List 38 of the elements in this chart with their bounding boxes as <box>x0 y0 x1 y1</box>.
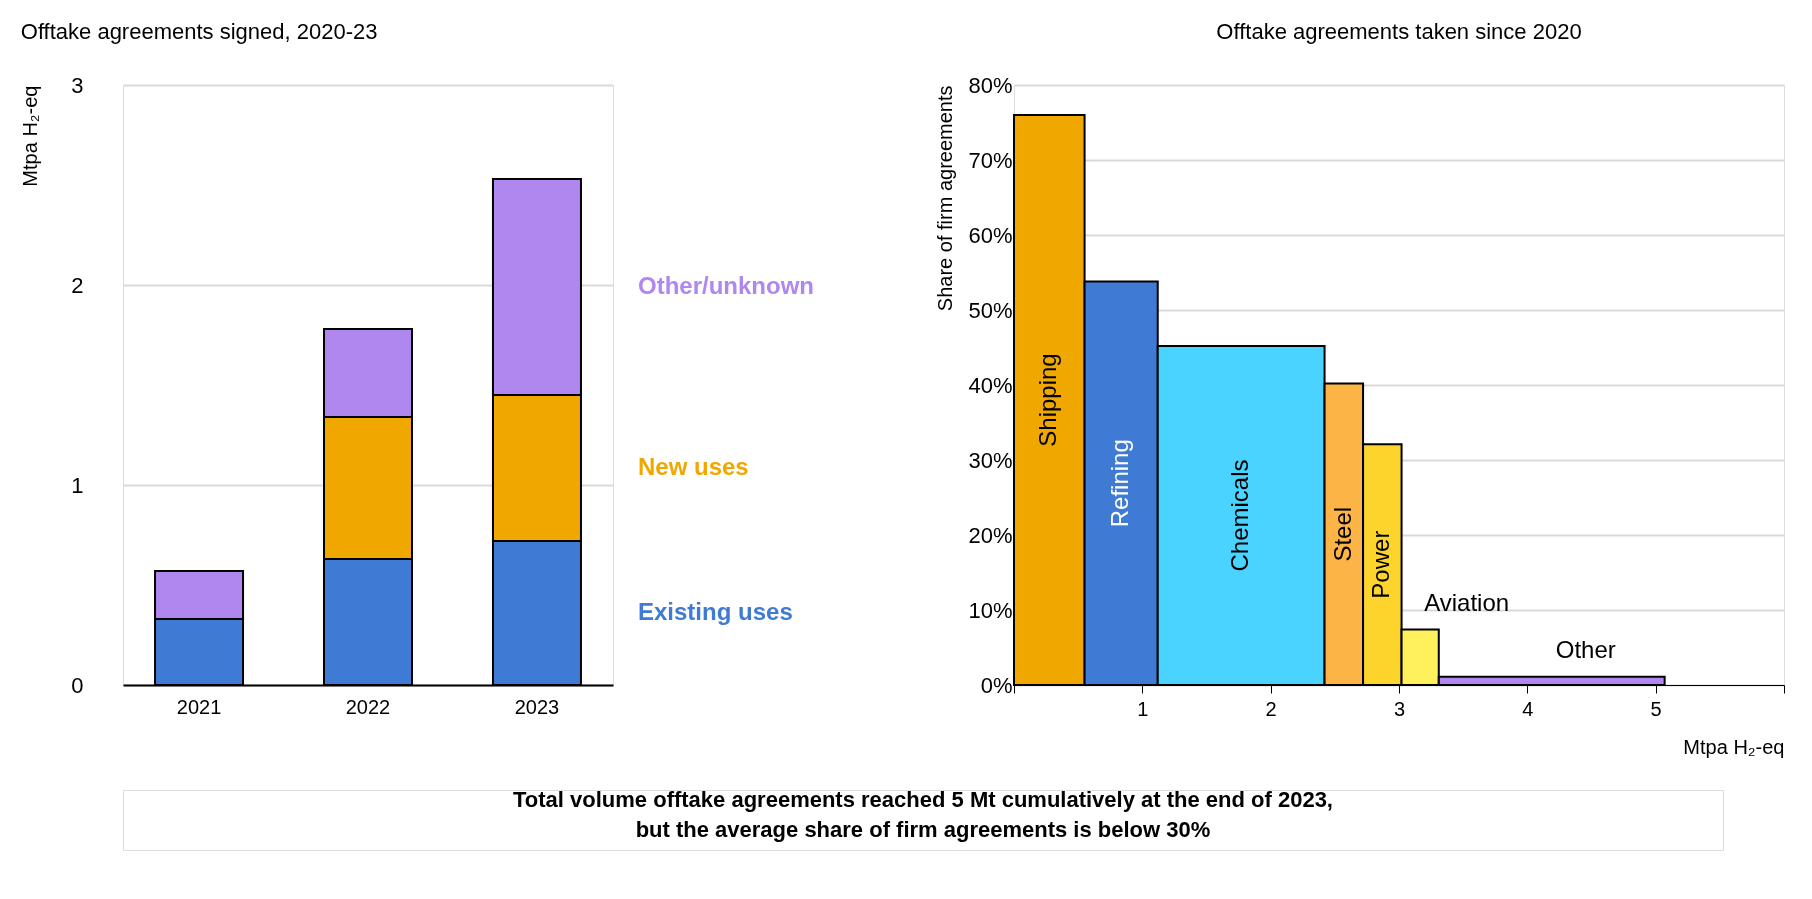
y-tick-label: 70% <box>968 147 1013 173</box>
annotation: Steel <box>1328 506 1356 562</box>
y-tick-label: 50% <box>968 297 1013 323</box>
y-tick-label: 40% <box>968 372 1013 398</box>
text: New uses <box>638 453 749 480</box>
text: but the average share of firm agreements is below 30% <box>635 817 1211 842</box>
y-tick-label: 2 <box>71 272 84 298</box>
y-tick-label: 0 <box>71 672 84 698</box>
annotation: Other <box>1555 635 1616 663</box>
y-tick-label: 10% <box>968 597 1013 623</box>
y-tick-label: 20% <box>968 522 1013 548</box>
chart-title: Offtake agreements signed, 2020-23 <box>20 19 378 44</box>
text: Other/unknown <box>638 272 814 299</box>
y-tick-label: 0% <box>980 672 1013 698</box>
y-axis-title: Mtpa H₂-eq <box>19 85 42 187</box>
x-tick-label: 3 <box>1393 697 1406 720</box>
x-tick-label: 4 <box>1522 697 1534 720</box>
y-tick-label: 1 <box>71 472 84 498</box>
annotation: Chemicals <box>1226 459 1254 572</box>
annotation: Refining <box>1106 439 1134 528</box>
x-tick-label: 2023 <box>514 695 560 718</box>
y-tick-label: 60% <box>968 222 1013 248</box>
annotation: Power <box>1367 530 1395 599</box>
x-tick-label: 2022 <box>345 695 391 718</box>
y-tick-label: 80% <box>968 72 1013 98</box>
y-tick-label: 30% <box>968 447 1013 473</box>
annotation: Aviation <box>1424 588 1510 616</box>
x-tick-label: 1 <box>1137 697 1149 720</box>
x-tick-label: 2021 <box>176 695 222 718</box>
text: Total volume offtake agreements reached 5 Mt cumulatively at the end of 2023, <box>513 787 1333 812</box>
x-tick-label: 2 <box>1265 697 1277 720</box>
x-axis-title: Mtpa H₂-eq <box>1683 735 1785 758</box>
y-axis-title: Share of firm agreements <box>934 85 957 312</box>
chart-title: Offtake agreements taken since 2020 <box>1216 19 1582 44</box>
x-tick-label: 5 <box>1650 697 1662 720</box>
y-tick-label: 3 <box>71 72 84 98</box>
text: Existing uses <box>638 598 793 625</box>
annotation: Shipping <box>1034 353 1062 447</box>
